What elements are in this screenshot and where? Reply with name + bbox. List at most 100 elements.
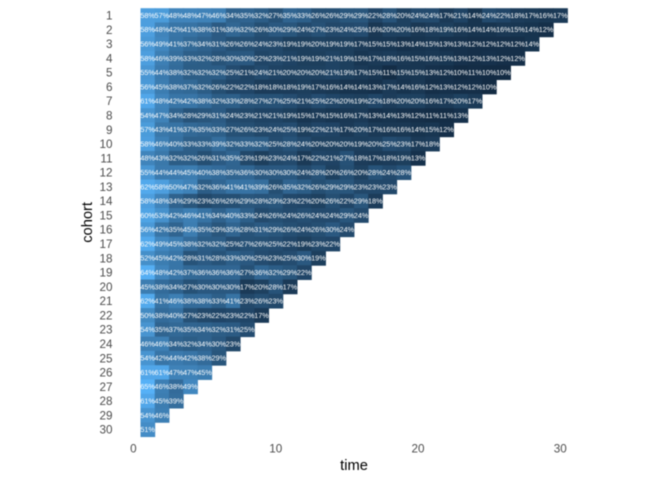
svg-text:44%: 44%: [155, 68, 170, 77]
svg-text:26%: 26%: [211, 197, 226, 206]
svg-text:22%: 22%: [297, 197, 312, 206]
svg-text:30%: 30%: [325, 225, 340, 234]
svg-text:23%: 23%: [240, 111, 255, 120]
svg-text:10%: 10%: [482, 68, 497, 77]
svg-text:25%: 25%: [283, 254, 298, 263]
svg-text:17%: 17%: [254, 311, 269, 320]
svg-text:3: 3: [106, 38, 113, 51]
svg-text:28%: 28%: [382, 11, 397, 20]
svg-text:29%: 29%: [340, 211, 355, 220]
svg-text:19%: 19%: [297, 82, 312, 91]
svg-text:29%: 29%: [283, 25, 298, 34]
svg-text:16%: 16%: [496, 25, 511, 34]
svg-text:25%: 25%: [283, 125, 298, 134]
svg-text:27%: 27%: [240, 239, 255, 248]
svg-text:35%: 35%: [169, 225, 184, 234]
svg-text:24%: 24%: [254, 211, 269, 220]
svg-text:35%: 35%: [226, 225, 241, 234]
svg-text:36%: 36%: [254, 268, 269, 277]
svg-text:47%: 47%: [155, 111, 170, 120]
svg-text:24%: 24%: [311, 211, 326, 220]
svg-text:38%: 38%: [169, 382, 184, 391]
svg-text:29%: 29%: [211, 354, 226, 363]
svg-text:33%: 33%: [183, 54, 198, 63]
svg-text:29%: 29%: [340, 182, 355, 191]
svg-text:16%: 16%: [425, 54, 440, 63]
svg-text:12%: 12%: [496, 40, 511, 49]
svg-text:26%: 26%: [226, 197, 241, 206]
svg-text:17%: 17%: [240, 282, 255, 291]
svg-text:19%: 19%: [311, 254, 326, 263]
svg-text:31%: 31%: [254, 225, 269, 234]
svg-text:38%: 38%: [197, 297, 212, 306]
svg-text:28%: 28%: [283, 139, 298, 148]
svg-text:40%: 40%: [197, 168, 212, 177]
svg-text:24: 24: [99, 338, 113, 351]
svg-text:13%: 13%: [439, 40, 454, 49]
svg-text:19%: 19%: [439, 25, 454, 34]
svg-text:45%: 45%: [183, 168, 198, 177]
svg-text:49%: 49%: [155, 239, 170, 248]
svg-text:13%: 13%: [368, 111, 383, 120]
svg-text:62%: 62%: [140, 182, 155, 191]
svg-text:58%: 58%: [140, 54, 155, 63]
svg-text:15%: 15%: [425, 125, 440, 134]
svg-text:24%: 24%: [425, 11, 440, 20]
svg-text:24%: 24%: [354, 211, 369, 220]
svg-text:42%: 42%: [169, 211, 184, 220]
svg-text:15%: 15%: [510, 25, 525, 34]
svg-text:29%: 29%: [340, 11, 355, 20]
svg-text:19%: 19%: [283, 40, 298, 49]
svg-text:20%: 20%: [340, 139, 355, 148]
svg-text:16%: 16%: [411, 25, 426, 34]
svg-text:30: 30: [99, 424, 113, 437]
svg-text:61%: 61%: [140, 368, 155, 377]
svg-text:13%: 13%: [453, 111, 468, 120]
svg-text:45%: 45%: [155, 82, 170, 91]
svg-text:38%: 38%: [169, 68, 184, 77]
svg-text:31%: 31%: [211, 40, 226, 49]
svg-text:46%: 46%: [155, 139, 170, 148]
svg-text:54%: 54%: [140, 411, 155, 420]
svg-text:24%: 24%: [254, 68, 269, 77]
svg-text:19%: 19%: [354, 97, 369, 106]
svg-text:32%: 32%: [197, 68, 212, 77]
svg-text:28%: 28%: [240, 225, 255, 234]
svg-text:20: 20: [99, 281, 113, 294]
svg-text:57%: 57%: [140, 125, 155, 134]
svg-text:23%: 23%: [240, 297, 255, 306]
svg-text:17: 17: [99, 238, 112, 251]
svg-text:20%: 20%: [311, 40, 326, 49]
svg-text:27%: 27%: [183, 282, 198, 291]
svg-text:30%: 30%: [226, 54, 241, 63]
svg-text:35%: 35%: [283, 182, 298, 191]
svg-text:32%: 32%: [183, 339, 198, 348]
svg-text:46%: 46%: [155, 411, 170, 420]
svg-text:30%: 30%: [197, 282, 212, 291]
svg-text:29%: 29%: [325, 182, 340, 191]
svg-text:cohort: cohort: [80, 202, 96, 243]
svg-text:19%: 19%: [297, 239, 312, 248]
svg-text:6: 6: [106, 81, 113, 94]
svg-text:38%: 38%: [183, 239, 198, 248]
svg-text:18%: 18%: [283, 82, 298, 91]
svg-text:17%: 17%: [297, 154, 312, 163]
svg-text:43%: 43%: [155, 125, 170, 134]
svg-text:25%: 25%: [283, 97, 298, 106]
svg-text:0: 0: [130, 443, 137, 456]
svg-text:24%: 24%: [340, 225, 355, 234]
svg-text:13%: 13%: [396, 111, 411, 120]
svg-text:26%: 26%: [226, 40, 241, 49]
svg-text:21%: 21%: [240, 68, 255, 77]
svg-text:18%: 18%: [382, 54, 397, 63]
svg-text:30%: 30%: [226, 282, 241, 291]
svg-text:31%: 31%: [211, 154, 226, 163]
svg-text:26%: 26%: [311, 182, 326, 191]
svg-text:42%: 42%: [183, 354, 198, 363]
svg-text:58%: 58%: [140, 139, 155, 148]
svg-text:16%: 16%: [453, 25, 468, 34]
svg-text:49%: 49%: [155, 40, 170, 49]
svg-text:26%: 26%: [254, 25, 269, 34]
svg-text:22%: 22%: [240, 311, 255, 320]
svg-text:56%: 56%: [140, 40, 155, 49]
